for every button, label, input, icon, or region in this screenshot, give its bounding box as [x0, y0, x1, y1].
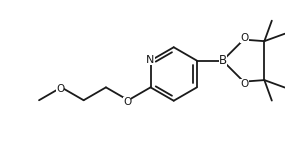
- Text: N: N: [146, 55, 155, 65]
- Text: O: O: [241, 79, 249, 89]
- Text: B: B: [219, 54, 227, 67]
- Text: O: O: [123, 97, 131, 107]
- Text: O: O: [56, 84, 64, 94]
- Text: O: O: [241, 33, 249, 43]
